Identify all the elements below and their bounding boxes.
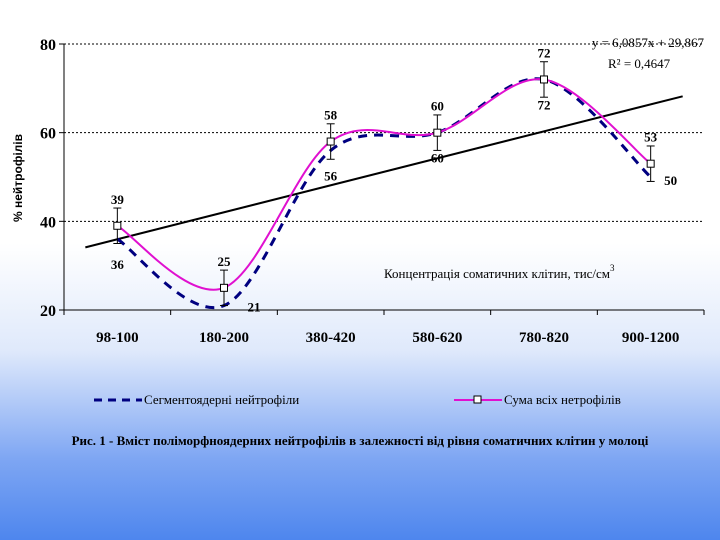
y-tick-label: 80 [40, 37, 56, 54]
legend-item-segmented: Сегментоядерні нейтрофіли [92, 392, 299, 408]
data-point-marker [326, 137, 335, 146]
data-label: 60 [431, 99, 444, 114]
trendline-line [85, 95, 683, 249]
gridlines [64, 43, 704, 222]
x-tick-label: 180-200 [199, 330, 249, 346]
data-label: 25 [218, 254, 232, 269]
trendline [85, 95, 683, 249]
data-label: 56 [324, 168, 338, 183]
data-label: 53 [644, 130, 658, 145]
y-tick-label: 60 [40, 126, 56, 143]
series-group [113, 61, 655, 310]
y-tick-label: 20 [40, 303, 56, 320]
data-label: 36 [111, 257, 125, 272]
x-tick-label: 580-620 [412, 330, 462, 346]
legend-swatch-dashed [94, 398, 142, 402]
series-line-1 [116, 77, 652, 310]
legend-swatch-solid [454, 395, 502, 404]
legend-label: Сума всіх нетрофілів [504, 392, 621, 407]
data-point-marker [113, 221, 122, 230]
data-label: 39 [111, 192, 125, 207]
figure-caption: Рис. 1 - Вміст поліморфноядерних нейтроф… [71, 433, 649, 448]
legend-label: Сегментоядерні нейтрофіли [144, 392, 300, 407]
data-label: 72 [538, 45, 551, 60]
data-label: 60 [431, 151, 444, 166]
data-labels: 36 21 56 60 72 50 39 25 58 60 72 53 [111, 45, 677, 314]
data-label: 50 [664, 173, 677, 188]
data-point-marker [433, 128, 442, 137]
axes: 20 40 60 80 98-100 180-200 380-420 580-620 780-8… [40, 37, 705, 346]
data-point-marker [220, 283, 228, 292]
chart: 20 40 60 80 98-100 180-200 380-420 580-620 780-8… [11, 35, 705, 346]
x-tick-label: 380-420 [306, 330, 356, 346]
x-axis-label: Концентрація соматичних клітин, тис/см3 [384, 263, 615, 281]
x-tick-label: 900-1200 [622, 330, 680, 346]
x-tick-label: 98-100 [96, 330, 139, 346]
data-label: 21 [248, 300, 261, 315]
y-axis-label: % нейтрофілів [11, 134, 25, 222]
x-tick-label: 780-820 [519, 330, 569, 346]
data-label: 58 [324, 108, 338, 123]
legend: Сегментоядерні нейтрофіли Сума всіх нетр… [0, 392, 720, 412]
y-tick-label: 40 [40, 214, 56, 231]
data-point-marker [540, 75, 548, 84]
trendline-equation: y = 6,0857x + 29,867 [592, 35, 705, 50]
trendline-r2: R² = 0,4647 [608, 56, 671, 71]
series-line-2 [116, 78, 652, 291]
legend-item-total: Сума всіх нетрофілів [452, 392, 621, 408]
data-point-marker [646, 159, 655, 168]
data-label: 72 [538, 97, 551, 112]
